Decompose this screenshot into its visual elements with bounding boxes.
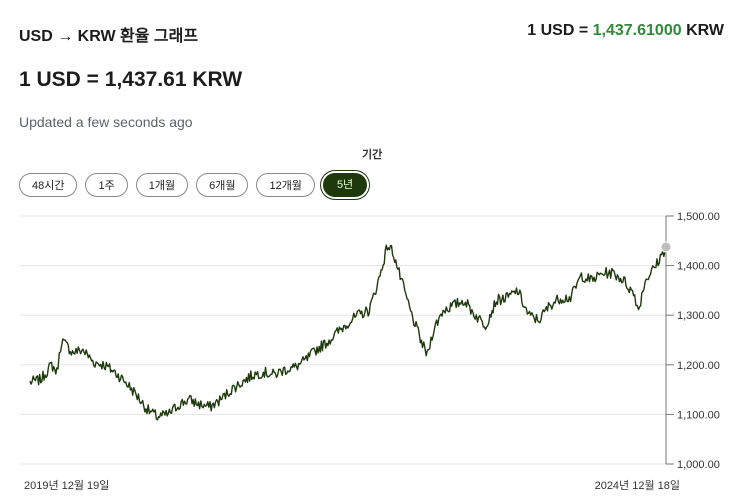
rate-value: 1,437.61000: [592, 22, 682, 39]
y-tick-label: 1,500.00: [677, 211, 720, 223]
y-tick-label: 1,100.00: [677, 409, 720, 421]
period-1w-button[interactable]: 1주: [85, 173, 128, 197]
rate-chart[interactable]: 1,000.00 1,100.00 1,200.00 1,300.00 1,400.00…: [0, 200, 743, 500]
current-rate-header: 1 USD = 1,437.61000 KRW: [527, 22, 724, 40]
x-tick-label: 2024년 12월 18일: [595, 478, 680, 492]
period-5y-button[interactable]: 5년: [322, 173, 368, 197]
rate-suffix: KRW: [681, 22, 724, 39]
rate-prefix: 1 USD =: [527, 22, 593, 39]
y-tick-label: 1,200.00: [677, 360, 720, 372]
y-tick-label: 1,400.00: [677, 261, 720, 273]
updated-text: Updated a few seconds ago: [19, 114, 193, 130]
y-axis-ticks: 1,000.00 1,100.00 1,200.00 1,300.00 1,400.00…: [665, 211, 720, 471]
y-tick-label: 1,000.00: [677, 459, 720, 471]
chart-grid: [20, 215, 666, 465]
rate-series-line: [29, 244, 667, 421]
page-title: USD → KRW 환율 그래프: [19, 28, 199, 45]
period-label: 기간: [362, 149, 383, 161]
period-48h-button[interactable]: 48시간: [19, 173, 78, 197]
period-6m-button[interactable]: 6개월: [196, 173, 249, 197]
current-value-marker[interactable]: [660, 241, 672, 253]
period-12m-button[interactable]: 12개월: [256, 173, 315, 197]
x-axis-ticks: 2019년 12월 19일 2024년 12월 18일: [24, 478, 680, 492]
y-tick-label: 1,300.00: [677, 310, 720, 322]
period-1m-button[interactable]: 1개월: [135, 173, 189, 197]
x-tick-label: 2019년 12월 19일: [24, 478, 109, 492]
period-selector: 48시간 1주 1개월 6개월 12개월 5년: [19, 173, 368, 197]
big-rate: 1 USD = 1,437.61 KRW: [19, 68, 243, 91]
